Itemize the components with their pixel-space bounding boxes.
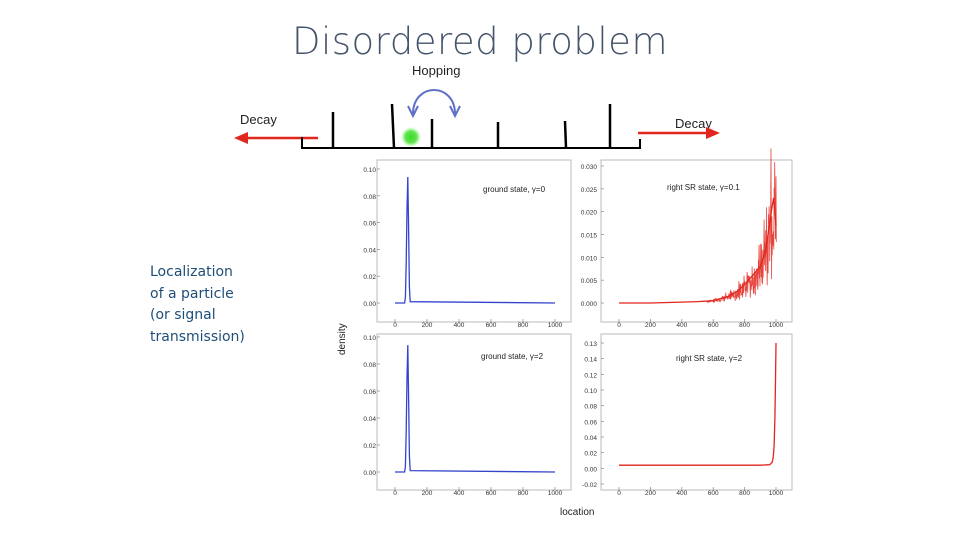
- hopping-arc-icon: [412, 89, 456, 115]
- x-tick-label: 1000: [769, 490, 784, 497]
- x-tick-label: 800: [739, 322, 750, 329]
- y-tick-label: 0.030: [581, 164, 598, 171]
- x-tick-label: 400: [676, 322, 687, 329]
- hopping-label: Hopping: [412, 63, 460, 78]
- y-axis-label: density: [337, 323, 348, 355]
- y-tick-label: 0.025: [581, 187, 598, 194]
- x-axis-label: location: [560, 507, 594, 518]
- y-tick-label: 0.04: [363, 416, 376, 423]
- y-tick-label: 0.015: [581, 233, 598, 240]
- x-tick-label: 600: [708, 490, 719, 497]
- x-tick-label: 0: [393, 322, 397, 329]
- y-tick-label: 0.06: [584, 419, 597, 426]
- chart-frame-top-right: [600, 159, 793, 323]
- x-tick-label: 800: [518, 322, 529, 329]
- x-tick-label: 1000: [769, 322, 784, 329]
- x-tick-label: 0: [393, 490, 397, 497]
- particle-icon: [401, 127, 421, 147]
- y-tick-label: 0.02: [584, 451, 597, 458]
- description-line-4: transmission): [150, 328, 245, 345]
- chart-annotation-top-right: right SR state, γ=0.1: [667, 183, 740, 192]
- x-tick-label: 200: [422, 322, 433, 329]
- x-tick-label: 400: [676, 490, 687, 497]
- x-tick-label: 800: [739, 490, 750, 497]
- lattice-site-2: [390, 103, 396, 149]
- y-tick-label: 0.08: [584, 404, 597, 411]
- x-tick-label: 400: [454, 322, 465, 329]
- y-tick-label: 0.13: [584, 341, 597, 348]
- chart-annotation-bottom-left: ground state, γ=2: [481, 352, 544, 361]
- hopping-arrowhead-left-icon: [407, 105, 419, 119]
- x-tick-label: 600: [708, 322, 719, 329]
- x-tick-label: 600: [486, 322, 497, 329]
- x-tick-label: 200: [645, 322, 656, 329]
- y-tick-label: 0.005: [581, 278, 598, 285]
- decay-right-label: Decay: [675, 116, 712, 131]
- series-line-bottom-left: [395, 345, 556, 473]
- y-tick-label: 0.12: [584, 372, 597, 379]
- y-tick-label: 0.02: [363, 443, 376, 450]
- y-tick-label: 0.10: [363, 335, 376, 342]
- series-line-top-left: [395, 176, 556, 304]
- y-tick-label: 0.08: [363, 194, 376, 201]
- description-line-3: (or signal: [150, 307, 216, 323]
- lattice-baseline: [301, 137, 641, 149]
- slide-title: Disordered problem: [291, 20, 668, 63]
- y-tick-label: 0.10: [584, 388, 597, 395]
- description-line-1: Localization: [150, 264, 233, 280]
- y-tick-label: 0.02: [363, 274, 376, 281]
- description-text: Localization of a particle (or signal tr…: [150, 262, 280, 348]
- y-tick-label: 0.06: [363, 221, 376, 228]
- chart-frame-bottom-right: [600, 333, 793, 491]
- chart-annotation-bottom-right: right SR state, γ=2: [676, 354, 743, 363]
- decay-left-label: Decay: [240, 112, 277, 127]
- hopping-arrowhead-right-icon: [449, 105, 461, 119]
- x-tick-label: 800: [518, 490, 529, 497]
- y-tick-label: 0.04: [363, 247, 376, 254]
- y-tick-label: 0.010: [581, 255, 598, 262]
- lattice-site-5: [563, 120, 568, 149]
- y-tick-label: 0.06: [363, 389, 376, 396]
- decay-right-arrowhead-icon: [706, 127, 720, 139]
- x-tick-label: 1000: [548, 490, 563, 497]
- x-tick-label: 1000: [548, 322, 563, 329]
- y-tick-label: -0.02: [582, 482, 597, 489]
- y-tick-label: 0.04: [584, 435, 597, 442]
- y-tick-label: 0.14: [584, 357, 597, 364]
- y-tick-label: 0.000: [581, 301, 598, 308]
- series-noise-top-right: [706, 148, 777, 304]
- chart-annotation-top-left: ground state, γ=0: [483, 185, 546, 194]
- decay-left-arrowhead-icon: [234, 132, 248, 144]
- y-tick-label: 0.020: [581, 210, 598, 217]
- series-line-bottom-right: [619, 342, 777, 466]
- y-tick-label: 0.08: [363, 362, 376, 369]
- x-tick-label: 200: [645, 490, 656, 497]
- x-tick-label: 0: [617, 322, 621, 329]
- y-tick-label: 0.00: [363, 301, 376, 308]
- x-tick-label: 600: [486, 490, 497, 497]
- y-tick-label: 0.10: [363, 167, 376, 174]
- y-tick-label: 0.00: [363, 470, 376, 477]
- x-tick-label: 200: [422, 490, 433, 497]
- y-tick-label: 0.00: [584, 466, 597, 473]
- x-tick-label: 400: [454, 490, 465, 497]
- x-tick-label: 0: [617, 490, 621, 497]
- description-line-2: of a particle: [150, 285, 234, 302]
